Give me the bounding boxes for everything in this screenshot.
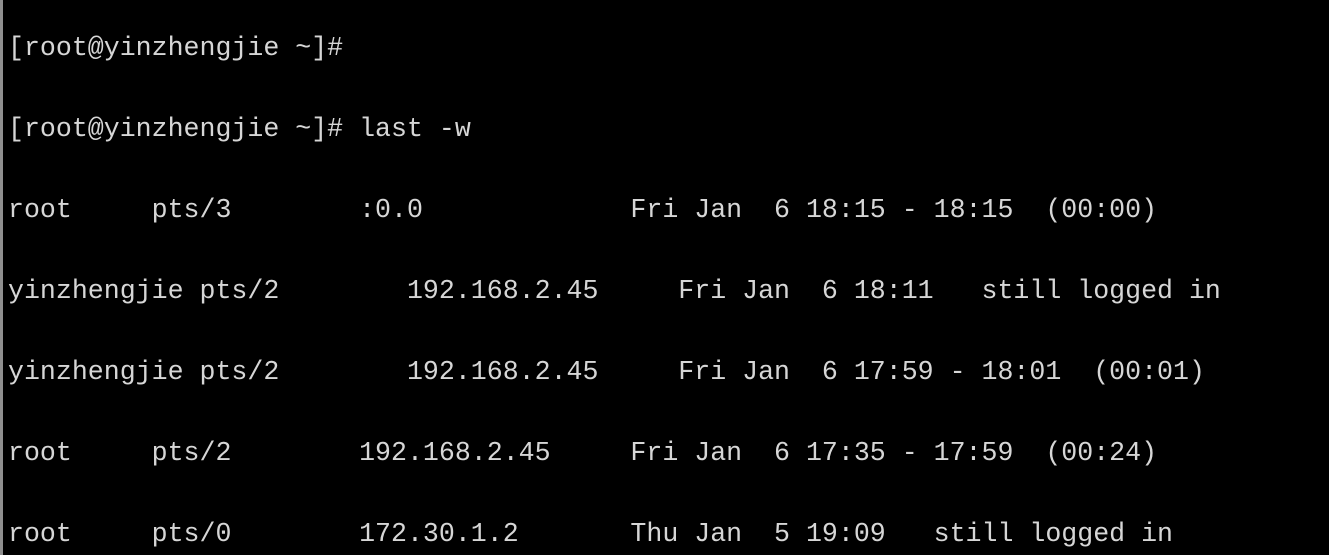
last-output-row: yinzhengjie pts/2 192.168.2.45 Fri Jan 6… [8,357,1205,387]
command-line: [root@yinzhengjie ~]# last -w [8,114,471,144]
last-output-row: yinzhengjie pts/2 192.168.2.45 Fri Jan 6… [8,276,1221,306]
last-output-row: root pts/3 :0.0 Fri Jan 6 18:15 - 18:15 … [8,195,1158,225]
last-output-row: root pts/2 192.168.2.45 Fri Jan 6 17:35 … [8,438,1158,468]
last-output-row: root pts/0 172.30.1.2 Thu Jan 5 19:09 st… [8,519,1173,549]
terminal-screen: [root@yinzhengjie ~]# [root@yinzhengjie … [8,0,1269,555]
previous-prompt-line: [root@yinzhengjie ~]# [8,33,344,63]
